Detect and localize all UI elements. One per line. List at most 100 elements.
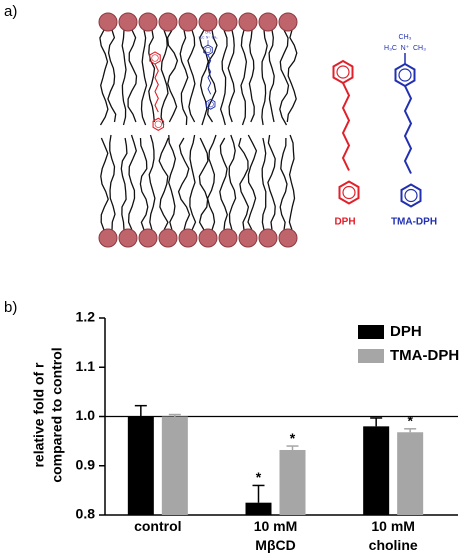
lipid-tail	[247, 134, 258, 231]
panel-label: a)	[4, 3, 17, 20]
lipid-tail	[219, 29, 228, 126]
significance-marker: *	[290, 430, 296, 446]
lipid-tail	[207, 29, 218, 123]
legend-swatch	[358, 349, 384, 363]
lipid-tail	[127, 134, 137, 231]
ring	[149, 51, 161, 65]
y-axis-label: compared to control	[49, 347, 65, 482]
ring	[205, 98, 216, 110]
group-label: N⁺	[401, 45, 410, 52]
ring-inner	[154, 120, 162, 128]
lipid-tail	[261, 29, 268, 126]
significance-marker: *	[407, 413, 413, 429]
ring	[332, 59, 354, 85]
lipid-head	[118, 12, 138, 32]
group-label: H₃C	[199, 36, 206, 40]
lipid-tail	[240, 29, 248, 126]
y-axis-label: relative fold of r	[31, 362, 47, 468]
group-label: H₃C	[384, 45, 397, 52]
ring	[203, 44, 213, 56]
lipid-head	[218, 228, 238, 248]
x-tick-label: control	[134, 518, 181, 534]
lipid-head	[118, 228, 138, 248]
lipid-tail	[158, 137, 169, 231]
ring	[394, 62, 416, 88]
group-label: N⁺	[206, 36, 210, 40]
lipid-tail	[179, 29, 189, 126]
lipid-head	[238, 228, 258, 248]
lipid-tail	[166, 29, 179, 123]
lipid-tail	[261, 137, 267, 231]
lipid-head	[198, 228, 218, 248]
lipid-tail	[127, 29, 138, 123]
lipid-head	[178, 228, 198, 248]
lipid-tail	[198, 137, 209, 231]
ring-inner	[398, 68, 412, 82]
bar	[363, 426, 390, 515]
group-label: CH₃	[212, 36, 219, 40]
y-tick-label: 1.1	[76, 358, 96, 374]
lipid-head	[98, 228, 118, 248]
lipid-tail	[109, 134, 116, 231]
lipid-tail	[100, 137, 109, 231]
significance-marker: *	[256, 469, 262, 485]
panel-label: b)	[4, 299, 17, 316]
lipid-head	[218, 12, 238, 32]
lipid-tail	[206, 134, 217, 231]
tma-label: TMA-DPH	[391, 217, 437, 228]
y-tick-label: 1.2	[76, 309, 96, 325]
lipid-head	[258, 228, 278, 248]
membrane	[98, 12, 298, 248]
bar	[279, 449, 306, 515]
chart: 0.8 0.9 1.0 1.1 1.2 relative fold of r compare…	[31, 309, 459, 553]
lipid-tail	[187, 29, 196, 123]
lipid-tail	[248, 29, 255, 123]
lipid-tail	[288, 134, 296, 231]
group-label: CH₃	[205, 31, 212, 35]
lipid-head	[238, 12, 258, 32]
lipid-tail	[177, 137, 191, 231]
ring	[400, 183, 422, 208]
lipid-tail	[148, 134, 156, 231]
group-label: CH₃	[413, 45, 426, 52]
legend-label: TMA-DPH	[390, 347, 459, 364]
ring-inner	[151, 54, 159, 62]
lipid-tail	[199, 29, 209, 126]
chain	[341, 82, 351, 171]
lipid-tail	[120, 137, 128, 231]
ring-inner	[207, 101, 214, 108]
lipid-tail	[268, 29, 275, 123]
bar	[397, 432, 424, 515]
chain	[154, 63, 159, 113]
ring-inner	[336, 65, 350, 79]
lipid-tail	[286, 29, 298, 123]
ring	[152, 117, 165, 131]
lipid-head	[138, 12, 158, 32]
lipid-tail	[279, 137, 288, 231]
bar	[161, 416, 188, 515]
chain	[403, 85, 413, 174]
y-tick-label: 1.0	[76, 407, 96, 423]
lipid-tail	[140, 29, 148, 126]
lipid-head	[258, 12, 278, 32]
bar	[127, 416, 154, 515]
y-tick-label: 0.8	[76, 506, 96, 522]
lipid-tail	[189, 134, 197, 231]
ring-inner	[342, 185, 356, 200]
x-tick-label: 10 mM MβCD	[254, 518, 298, 553]
lipid-tail	[227, 29, 236, 123]
lipid-head	[138, 228, 158, 248]
lipid-head	[278, 12, 298, 32]
dph-structure	[149, 51, 165, 131]
legend-label: DPH	[390, 323, 422, 340]
lipid-tail	[160, 29, 169, 126]
legend-swatch	[358, 325, 384, 339]
lipid-tail	[267, 134, 276, 231]
ring	[338, 180, 360, 205]
lipid-tail	[228, 134, 237, 231]
lipid-tail	[238, 137, 250, 231]
lipid-tail	[107, 29, 117, 123]
lipid-tail	[99, 29, 109, 126]
